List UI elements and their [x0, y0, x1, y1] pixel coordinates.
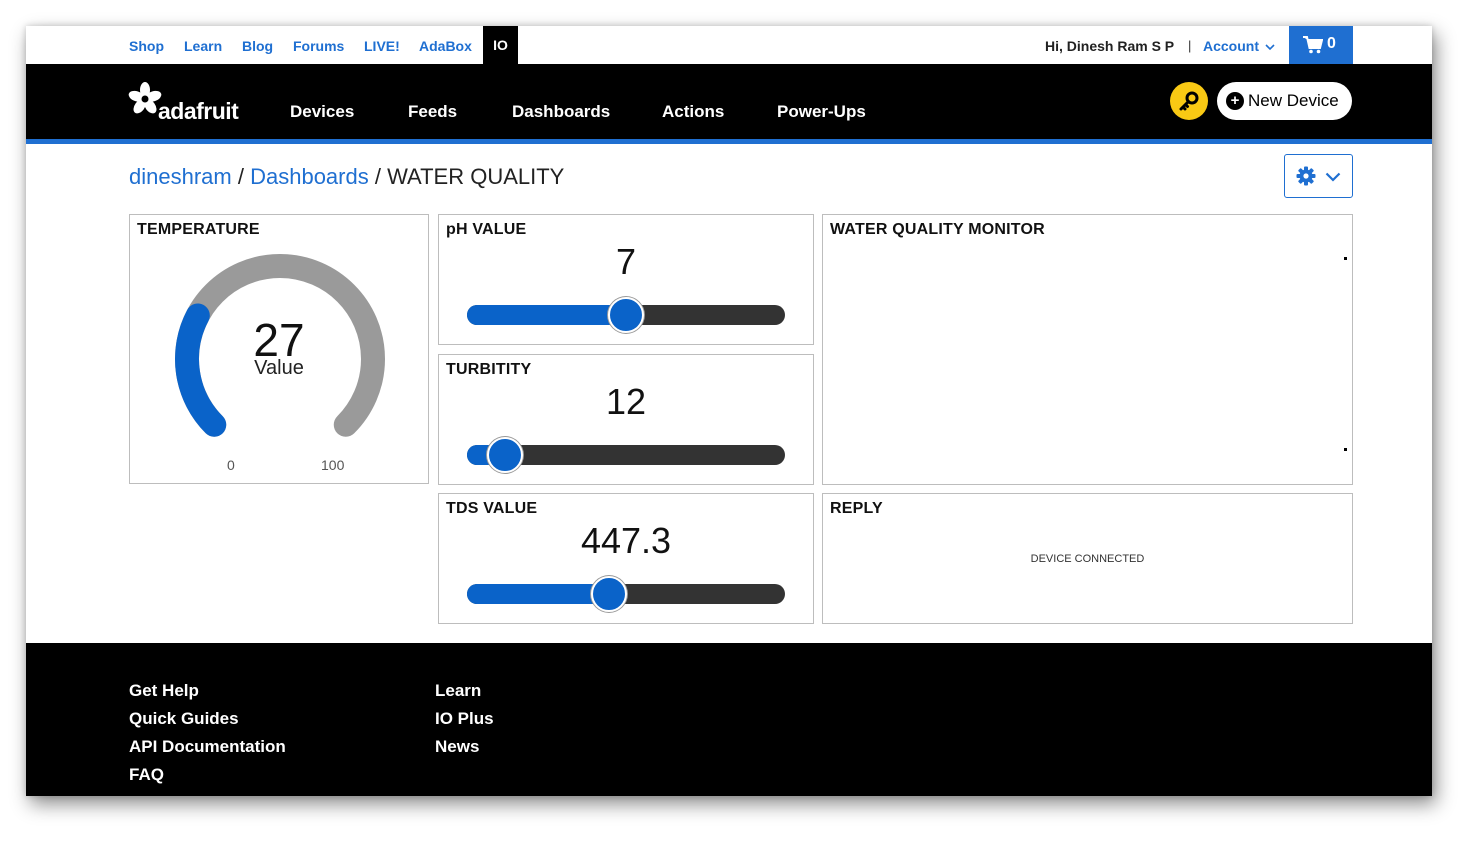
- nav-feeds[interactable]: Feeds: [408, 102, 458, 121]
- adafruit-flower-logo-icon: [128, 82, 162, 114]
- cart-button[interactable]: 0: [1289, 26, 1353, 64]
- block-title: TDS VALUE: [446, 500, 538, 517]
- slider-thumb[interactable]: [608, 297, 644, 333]
- gear-icon: [1296, 166, 1316, 186]
- breadcrumb-dashboards[interactable]: Dashboards: [250, 164, 369, 189]
- slider-fill: [467, 584, 609, 604]
- scroll-down-marker[interactable]: [1344, 448, 1347, 451]
- gauge-min-label: 0: [227, 457, 235, 473]
- toplink-adabox[interactable]: AdaBox: [419, 38, 472, 54]
- toplink-forums[interactable]: Forums: [293, 38, 345, 54]
- block-title: TEMPERATURE: [137, 221, 260, 238]
- breadcrumb: dineshram / Dashboards / WATER QUALITY: [129, 164, 564, 190]
- dashboard-settings-button[interactable]: [1284, 154, 1353, 198]
- tds-value: 447.3: [580, 520, 672, 561]
- breadcrumb-sep: /: [237, 164, 244, 189]
- water-quality-monitor-block[interactable]: WATER QUALITY MONITOR: [822, 214, 1353, 485]
- top-utility-bar: Shop Learn Blog Forums LIVE! AdaBox IO H…: [26, 26, 1432, 64]
- slider-thumb[interactable]: [487, 437, 523, 473]
- nav-devices[interactable]: Devices: [290, 102, 355, 121]
- breadcrumb-user[interactable]: dineshram: [129, 164, 232, 189]
- main-navbar: adafruit Devices Feeds Dashboards Action…: [26, 64, 1432, 144]
- key-icon: [1179, 91, 1199, 111]
- reply-block: REPLY DEVICE CONNECTED: [822, 493, 1353, 624]
- footer-learn[interactable]: Learn: [435, 681, 482, 700]
- ph-slider[interactable]: [467, 297, 785, 333]
- cart-count: 0: [1327, 35, 1336, 52]
- tds-slider[interactable]: [467, 576, 785, 612]
- ph-value: 7: [615, 241, 637, 282]
- toplink-io-active[interactable]: IO: [483, 26, 518, 64]
- turbidity-slider[interactable]: [467, 437, 785, 473]
- toplink-learn[interactable]: Learn: [184, 38, 223, 54]
- toplink-live[interactable]: LIVE!: [364, 38, 400, 54]
- logo-wordmark[interactable]: adafruit: [158, 98, 239, 124]
- plus-circle-icon: +: [1226, 92, 1244, 110]
- nav-power-ups[interactable]: Power-Ups: [777, 102, 866, 121]
- account-menu[interactable]: Account: [1203, 38, 1275, 54]
- footer-quick-guides[interactable]: Quick Guides: [129, 709, 239, 728]
- tds-slider-block: TDS VALUE 447.3: [438, 493, 814, 624]
- gauge-label: Value: [254, 357, 304, 379]
- gauge-max-label: 100: [321, 457, 345, 473]
- footer-io-plus[interactable]: IO Plus: [435, 709, 494, 728]
- gauge-fill: [175, 303, 227, 437]
- ph-slider-block: pH VALUE 7: [438, 214, 814, 345]
- new-device-label: New Device: [1248, 91, 1339, 110]
- footer-news[interactable]: News: [435, 737, 480, 756]
- block-title: WATER QUALITY MONITOR: [830, 221, 1045, 238]
- block-title: REPLY: [830, 500, 883, 517]
- footer-api-documentation[interactable]: API Documentation: [129, 737, 286, 756]
- nav-dashboards[interactable]: Dashboards: [512, 102, 611, 121]
- temperature-gauge-block[interactable]: TEMPERATURE 27 Value 0 100: [129, 214, 429, 484]
- reply-text: DEVICE CONNECTED: [1030, 553, 1145, 565]
- api-key-button[interactable]: [1170, 82, 1208, 120]
- footer-get-help[interactable]: Get Help: [129, 681, 199, 700]
- chevron-down-icon: [1265, 44, 1275, 51]
- account-label: Account: [1203, 38, 1259, 54]
- turbidity-value: 12: [605, 381, 647, 422]
- block-title: TURBITITY: [446, 361, 532, 378]
- slider-fill: [467, 305, 626, 325]
- page-footer: Get Help Quick Guides API Documentation …: [26, 643, 1432, 796]
- cart-icon: [1303, 36, 1323, 54]
- chevron-down-icon: [1325, 172, 1341, 182]
- toplink-blog[interactable]: Blog: [242, 38, 274, 54]
- temperature-gauge: [175, 254, 385, 437]
- toplink-shop[interactable]: Shop: [129, 38, 164, 54]
- footer-faq[interactable]: FAQ: [129, 765, 164, 784]
- user-greeting: Hi, Dinesh Ram S P: [1045, 38, 1175, 54]
- page-title: WATER QUALITY: [387, 164, 565, 189]
- greeting-separator: |: [1188, 38, 1192, 53]
- new-device-button[interactable]: + New Device: [1217, 82, 1352, 120]
- breadcrumb-sep: /: [374, 164, 381, 189]
- app-window: Shop Learn Blog Forums LIVE! AdaBox IO H…: [26, 26, 1432, 796]
- slider-thumb[interactable]: [591, 576, 627, 612]
- block-title: pH VALUE: [446, 221, 527, 238]
- turbidity-slider-block: TURBITITY 12: [438, 354, 814, 485]
- nav-actions[interactable]: Actions: [662, 102, 725, 121]
- scroll-up-marker[interactable]: [1344, 257, 1347, 260]
- gauge-value: 27: [253, 314, 305, 366]
